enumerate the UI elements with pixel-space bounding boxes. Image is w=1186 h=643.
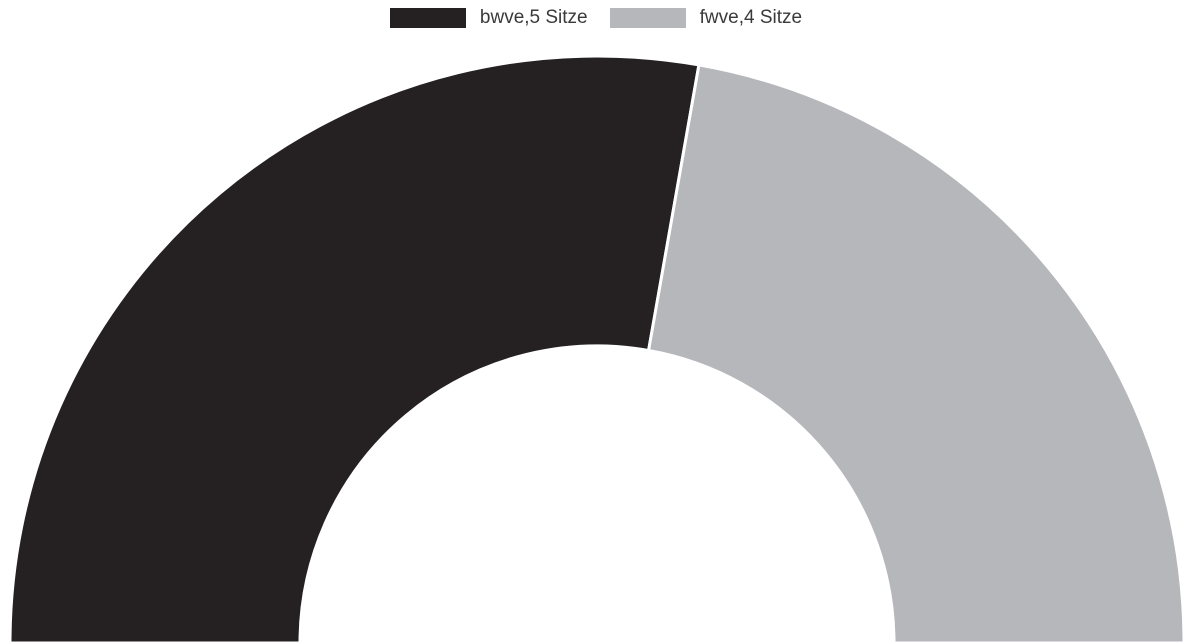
donut-segment-fwve[interactable] xyxy=(649,65,1184,643)
donut-segment-bwve[interactable] xyxy=(10,56,699,643)
